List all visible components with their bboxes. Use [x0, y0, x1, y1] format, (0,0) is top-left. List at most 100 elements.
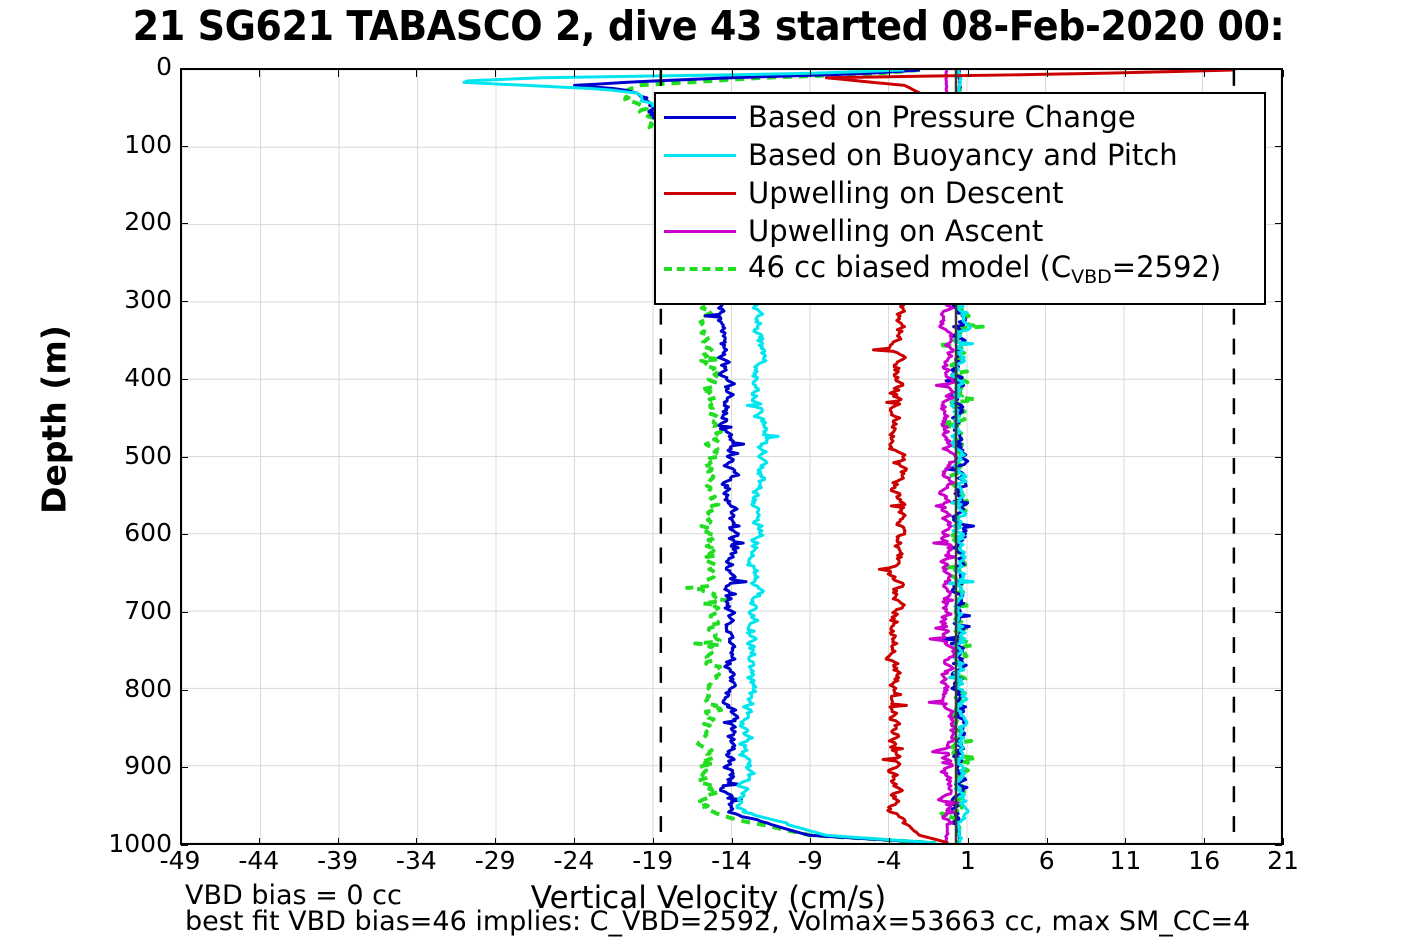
- x-tick-label: 16: [1188, 846, 1221, 875]
- legend: Based on Pressure Change Based on Buoyanc…: [654, 92, 1266, 305]
- x-tick-mark-top: [1204, 70, 1206, 77]
- vbd-bias-annotation: VBD bias = 0 cc: [185, 880, 402, 911]
- x-tick-mark-top: [416, 70, 418, 77]
- x-tick-label: -24: [553, 846, 595, 875]
- y-tick-label: 500: [124, 440, 172, 470]
- y-tick-mark-right: [1275, 845, 1282, 846]
- x-tick-mark: [180, 838, 181, 845]
- x-tick-mark: [652, 838, 654, 845]
- y-tick-mark-right: [1275, 534, 1282, 536]
- x-tick-label: -14: [711, 846, 752, 875]
- y-tick-mark-right: [1275, 767, 1282, 769]
- x-tick-mark: [1204, 838, 1206, 845]
- x-tick-mark: [258, 838, 260, 845]
- y-tick-mark: [181, 845, 188, 846]
- legend-item: Based on Pressure Change: [656, 98, 1264, 136]
- x-tick-mark-top: [495, 70, 497, 77]
- y-tick-mark: [181, 301, 188, 303]
- y-tick-mark-right: [1275, 611, 1282, 613]
- x-tick-label: 11: [1109, 846, 1142, 875]
- x-tick-mark-top: [810, 70, 812, 77]
- legend-swatch-5: [664, 262, 736, 276]
- legend-swatch-1: [664, 110, 736, 124]
- y-tick-label: 800: [124, 673, 172, 703]
- x-tick-label: -49: [159, 846, 201, 875]
- y-tick-mark: [181, 534, 188, 536]
- legend-swatch-3: [664, 186, 736, 200]
- y-tick-label: 100: [124, 129, 172, 159]
- x-tick-mark-top: [180, 70, 181, 77]
- x-tick-mark: [810, 838, 812, 845]
- legend-item: Based on Buoyancy and Pitch: [656, 136, 1264, 174]
- x-tick-mark: [573, 838, 575, 845]
- x-tick-label: 21: [1267, 846, 1299, 875]
- y-tick-mark-right: [1275, 68, 1282, 69]
- legend-label: Based on Pressure Change: [748, 100, 1136, 134]
- x-tick-label: -34: [395, 846, 437, 875]
- x-tick-mark-top: [967, 70, 969, 77]
- x-tick-label: -4: [876, 846, 902, 875]
- x-tick-label: -9: [797, 846, 823, 875]
- y-tick-mark-right: [1275, 223, 1282, 225]
- legend-swatch-4: [664, 224, 736, 238]
- y-tick-mark: [181, 689, 188, 691]
- x-tick-mark: [495, 838, 497, 845]
- x-axis-label: Vertical Velocity (cm/s): [530, 880, 887, 916]
- y-tick-mark: [181, 145, 188, 147]
- x-tick-mark-top: [258, 70, 260, 77]
- y-axis-label: Depth (m): [34, 325, 74, 514]
- x-tick-mark: [1125, 838, 1127, 845]
- y-tick-mark-right: [1275, 456, 1282, 458]
- legend-item: Upwelling on Descent: [656, 174, 1264, 212]
- y-tick-mark-right: [1275, 689, 1282, 691]
- x-tick-mark: [416, 838, 418, 845]
- y-tick-mark: [181, 223, 188, 225]
- legend-label: 46 cc biased model (CVBD=2592): [748, 250, 1222, 288]
- y-tick-label: 0: [156, 52, 172, 81]
- x-tick-mark: [1046, 838, 1048, 845]
- y-tick-mark: [181, 767, 188, 769]
- legend-item: Upwelling on Ascent: [656, 212, 1264, 250]
- y-tick-label: 600: [124, 518, 172, 548]
- y-tick-mark: [181, 611, 188, 613]
- x-tick-mark: [889, 838, 891, 845]
- x-tick-mark-top: [1283, 70, 1284, 77]
- y-tick-label: 700: [124, 595, 172, 625]
- x-tick-mark: [1283, 838, 1284, 845]
- y-tick-mark: [181, 68, 188, 69]
- y-tick-label: 200: [124, 207, 172, 237]
- x-tick-mark-top: [337, 70, 339, 77]
- x-tick-mark-top: [1046, 70, 1048, 77]
- x-tick-mark: [731, 838, 733, 845]
- x-tick-mark: [337, 838, 339, 845]
- x-tick-mark-top: [1125, 70, 1127, 77]
- x-tick-mark-top: [731, 70, 733, 77]
- y-tick-mark: [181, 456, 188, 458]
- legend-label: Based on Buoyancy and Pitch: [748, 138, 1178, 172]
- page-title: 21 SG621 TABASCO 2, dive 43 started 08-F…: [132, 2, 1285, 50]
- best-fit-annotation: best fit VBD bias=46 implies: C_VBD=2592…: [185, 906, 1251, 937]
- x-tick-label: -44: [238, 846, 280, 875]
- legend-swatch-2: [664, 148, 736, 162]
- y-tick-label: 1000: [108, 829, 172, 858]
- x-tick-mark-top: [652, 70, 654, 77]
- x-tick-mark-top: [573, 70, 575, 77]
- y-tick-label: 900: [124, 751, 172, 781]
- y-tick-label: 400: [124, 362, 172, 392]
- y-tick-label: 300: [124, 285, 172, 315]
- legend-label: Upwelling on Descent: [748, 176, 1064, 210]
- x-tick-label: 1: [959, 846, 976, 875]
- x-tick-mark-top: [889, 70, 891, 77]
- y-tick-mark: [181, 378, 188, 380]
- legend-label: Upwelling on Ascent: [748, 214, 1044, 248]
- x-tick-label: -29: [474, 846, 516, 875]
- legend-item: 46 cc biased model (CVBD=2592): [656, 250, 1264, 288]
- x-tick-label: -39: [317, 846, 358, 875]
- x-tick-mark: [967, 838, 969, 845]
- y-tick-mark-right: [1275, 378, 1282, 380]
- y-tick-mark-right: [1275, 301, 1282, 303]
- x-tick-label: -19: [632, 846, 674, 875]
- x-tick-label: 6: [1038, 846, 1055, 875]
- y-tick-mark-right: [1275, 145, 1282, 147]
